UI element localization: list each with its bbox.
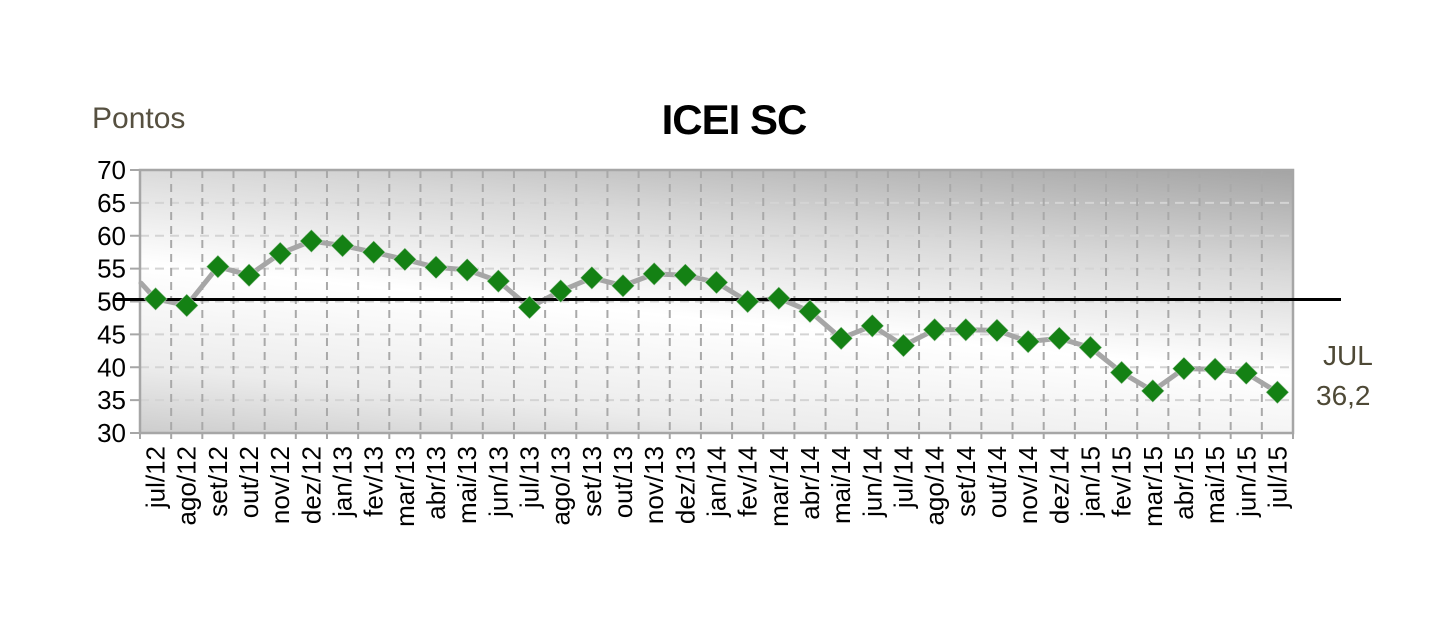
x-tick-label: jul/12 bbox=[141, 446, 171, 509]
x-tick-label: out/14 bbox=[982, 446, 1012, 518]
data-point-marker bbox=[1265, 380, 1290, 405]
data-point-marker bbox=[268, 241, 293, 266]
y-axis-title: Pontos bbox=[92, 102, 186, 135]
x-tick-label: mar/14 bbox=[764, 446, 794, 527]
y-tick-label: 45 bbox=[97, 319, 126, 349]
x-tick-label: jan/15 bbox=[1075, 446, 1105, 518]
data-point-marker bbox=[797, 299, 823, 324]
x-tick-label: out/12 bbox=[234, 446, 264, 518]
annotation-month-label: JUL bbox=[1323, 340, 1373, 371]
data-point-marker bbox=[1078, 335, 1103, 360]
x-tick-label: set/14 bbox=[951, 446, 981, 517]
x-tick-label: mar/15 bbox=[1138, 446, 1168, 527]
chart-title: ICEI SC bbox=[661, 96, 808, 143]
y-tick-label: 60 bbox=[97, 221, 126, 251]
x-tick-label: jun/15 bbox=[1231, 446, 1261, 518]
x-tick-label: set/12 bbox=[203, 446, 233, 517]
x-tick-label: abr/14 bbox=[795, 446, 825, 520]
x-tick-label: jan/13 bbox=[328, 446, 358, 518]
x-tick-label: abr/15 bbox=[1169, 446, 1199, 520]
x-tick-label: dez/13 bbox=[670, 446, 700, 524]
data-point-marker bbox=[1234, 360, 1259, 386]
y-tick-label: 50 bbox=[97, 287, 126, 317]
data-point-marker bbox=[1047, 326, 1072, 351]
data-point-marker bbox=[1109, 360, 1134, 385]
data-point-marker bbox=[205, 254, 231, 279]
x-tick-label: jul/14 bbox=[888, 446, 918, 509]
x-tick-label: out/13 bbox=[608, 446, 638, 518]
x-tick-label: jan/14 bbox=[702, 446, 732, 518]
data-point-marker bbox=[361, 239, 386, 265]
x-tick-label: ago/14 bbox=[920, 446, 950, 526]
data-point-marker bbox=[330, 233, 355, 258]
data-point-marker bbox=[174, 293, 199, 318]
x-tick-label: fev/15 bbox=[1107, 446, 1137, 517]
y-tick-label: 65 bbox=[97, 188, 126, 218]
x-tick-label: fev/14 bbox=[733, 446, 763, 517]
data-point-marker bbox=[828, 326, 854, 351]
data-point-marker bbox=[1140, 378, 1165, 404]
data-point-marker bbox=[922, 317, 947, 342]
y-tick-label: 70 bbox=[97, 155, 126, 185]
x-tick-label: mai/13 bbox=[452, 446, 482, 524]
x-tick-label: ago/12 bbox=[172, 446, 202, 526]
data-point-marker bbox=[423, 255, 449, 280]
x-tick-label: set/13 bbox=[577, 446, 607, 517]
data-point-marker bbox=[579, 265, 605, 291]
data-point-marker bbox=[236, 262, 262, 288]
annotation-value-label: 36,2 bbox=[1316, 380, 1371, 411]
x-tick-label: nov/12 bbox=[265, 446, 295, 524]
y-tick-label: 40 bbox=[97, 352, 126, 382]
data-point-marker bbox=[299, 228, 324, 254]
data-point-marker bbox=[392, 247, 418, 272]
x-tick-label: abr/13 bbox=[421, 446, 451, 520]
y-tick-label: 30 bbox=[97, 418, 126, 448]
data-point-marker bbox=[673, 262, 698, 288]
data-point-marker bbox=[143, 286, 168, 312]
x-tick-label: jul/13 bbox=[515, 446, 545, 509]
data-point-marker bbox=[766, 286, 792, 311]
data-point-marker bbox=[984, 318, 1010, 343]
y-tick-label: 55 bbox=[97, 254, 126, 284]
x-tick-label: dez/12 bbox=[296, 446, 326, 524]
data-point-marker bbox=[548, 278, 573, 304]
data-point-marker bbox=[704, 270, 729, 295]
data-point-marker bbox=[1202, 357, 1228, 382]
y-tick-label: 35 bbox=[97, 385, 126, 415]
data-point-marker bbox=[735, 289, 760, 314]
x-tick-label: dez/14 bbox=[1044, 446, 1074, 524]
x-tick-label: mai/14 bbox=[826, 446, 856, 524]
data-point-marker bbox=[517, 295, 542, 320]
data-point-marker bbox=[891, 333, 916, 358]
data-point-marker bbox=[454, 257, 480, 283]
data-point-marker bbox=[610, 273, 636, 298]
last-value-annotation: JUL 36,2 bbox=[1316, 336, 1373, 416]
x-tick-label: mai/15 bbox=[1200, 446, 1230, 524]
x-tick-label: jun/14 bbox=[857, 446, 887, 518]
x-tick-label: jul/15 bbox=[1262, 446, 1292, 509]
x-tick-label: nov/13 bbox=[639, 446, 669, 524]
x-tick-label: jun/13 bbox=[483, 446, 513, 518]
data-point-marker bbox=[953, 317, 979, 342]
data-point-marker bbox=[860, 313, 885, 339]
x-tick-label: mar/13 bbox=[390, 446, 420, 527]
data-point-marker bbox=[1015, 329, 1041, 354]
data-point-marker bbox=[1171, 356, 1197, 381]
data-point-marker bbox=[641, 261, 667, 287]
x-tick-label: nov/14 bbox=[1013, 446, 1043, 524]
x-tick-label: ago/13 bbox=[546, 446, 576, 526]
x-tick-label: fev/13 bbox=[359, 446, 389, 517]
data-point-marker bbox=[486, 268, 511, 294]
